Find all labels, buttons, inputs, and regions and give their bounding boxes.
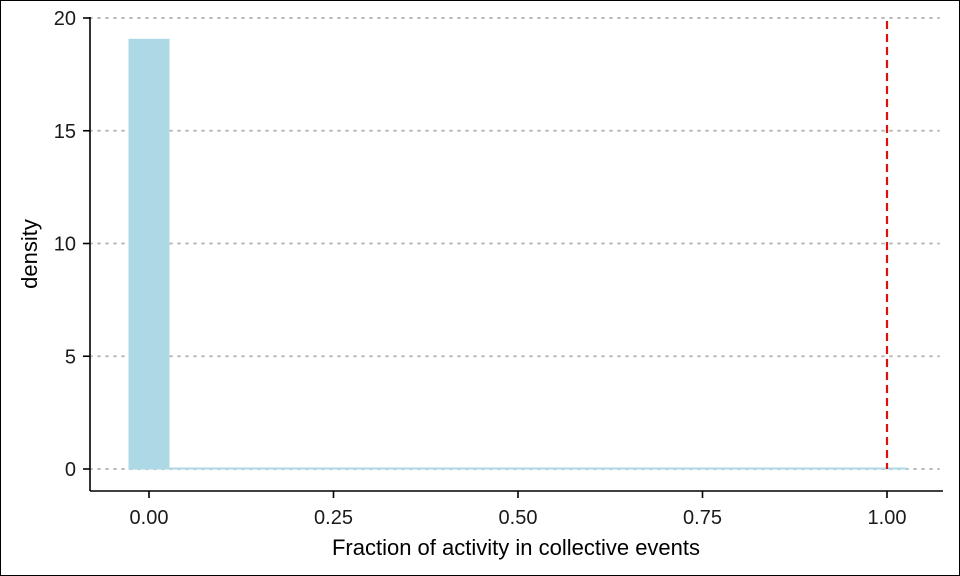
x-tick-label-2: 0.50: [499, 507, 538, 529]
y-tick-label-4: 20: [54, 8, 76, 30]
histogram-bar-1: [169, 467, 908, 470]
x-tick-label-4: 1.00: [868, 507, 907, 529]
axes: [89, 17, 943, 492]
x-tick-label-3: 0.75: [683, 507, 722, 529]
x-ticks: 0.00 0.25 0.50 0.75 1.00: [130, 491, 907, 529]
x-tick-label-0: 0.00: [130, 507, 169, 529]
x-tick-label-1: 0.25: [314, 507, 353, 529]
y-tick-label-1: 5: [65, 346, 76, 368]
histogram-bars: [128, 38, 908, 470]
y-tick-label-0: 0: [65, 459, 76, 481]
y-tick-label-2: 10: [54, 234, 76, 256]
x-axis-title: Fraction of activity in collective event…: [332, 535, 700, 560]
y-tick-label-3: 15: [54, 121, 76, 143]
y-axis-title: density: [17, 219, 42, 289]
histogram-bar-0: [128, 38, 170, 470]
grid-lines: [89, 17, 940, 470]
y-ticks: 0 5 10 15 20: [54, 8, 90, 481]
